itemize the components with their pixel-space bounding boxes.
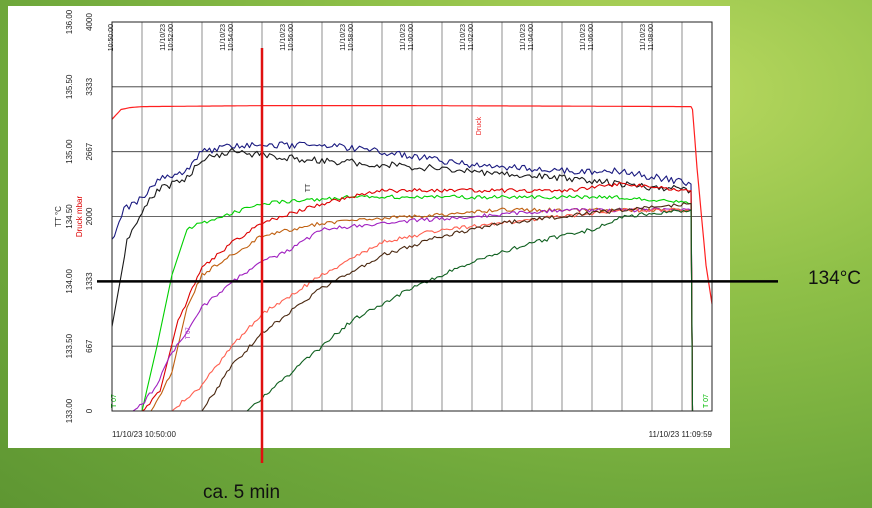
pressure-tick-label: 2667 [85, 142, 94, 160]
temp-tick-label: 136.00 [65, 9, 74, 34]
axes: 133.00 0 133.50 667 134.00 1333 134.50 2000 135.… [54, 9, 713, 439]
x-tick-time: 11:04:00 [528, 24, 535, 51]
x-tick-date: 11/10/23 [520, 24, 527, 51]
series-line-1 [111, 104, 713, 305]
x-tick-date: 11/10/23 [580, 24, 587, 51]
x-tick-date: 11/10/23 [340, 24, 347, 51]
x-tick-time: 10:54:00 [228, 24, 235, 51]
x-tick-date: 11/10/23 [400, 24, 407, 51]
x-tick-label: 11/10/23 10:54:00 [220, 24, 235, 51]
x-tick-label: 10:50:00 [108, 24, 115, 51]
x-tick-time: 11:00:00 [408, 24, 415, 51]
x-tick-time: 10:56:00 [288, 24, 295, 51]
grid [112, 22, 712, 411]
horizontal-callout-label: 134°C [808, 268, 862, 289]
x-tick-time: 11:02:00 [468, 24, 475, 51]
pressure-tick-label: 4000 [85, 13, 94, 31]
series-line-8 [171, 207, 694, 412]
temp-tick-label: 135.00 [65, 139, 74, 164]
temp-tick-label: 134.50 [65, 204, 74, 229]
series-tag-tt: TT [305, 183, 312, 192]
x-tick-label: 11/10/23 11:06:00 [580, 24, 595, 51]
x-start-label: 11/10/23 10:50:00 [112, 430, 176, 439]
x-tick-time: 11:06:00 [588, 24, 595, 51]
plot-frame [111, 21, 713, 412]
x-tick-label: 11/10/23 10:58:00 [340, 24, 355, 51]
x-tick-label: 11/10/23 11:08:00 [640, 24, 655, 51]
chart-panel [8, 6, 730, 448]
x-tick-time: 10:58:00 [348, 24, 355, 51]
x-tick-label: 11/10/23 11:00:00 [400, 24, 415, 51]
x-tick-time: 11:08:00 [648, 24, 655, 51]
series-line-6 [150, 207, 694, 412]
pressure-tick-label: 0 [85, 408, 94, 413]
series-line-10 [246, 209, 694, 412]
pressure-tick-label: 667 [85, 339, 94, 353]
x-tick-date: 11/10/23 [460, 24, 467, 51]
x-tick-label: 11/10/23 10:56:00 [280, 24, 295, 51]
series-group: Druck TT T 07 T 07 T 07 [111, 104, 713, 412]
pressure-tick-label: 2000 [85, 207, 94, 225]
series-line-9 [201, 202, 694, 412]
pressure-tick-label: 3333 [85, 77, 94, 95]
x-tick-time: 10:52:00 [168, 24, 175, 51]
temp-tick-label: 133.00 [65, 398, 74, 423]
series-tag-t07-mid: T 07 [186, 327, 192, 340]
series-line-2 [111, 141, 694, 412]
x-tick-date: 11/10/23 [640, 24, 647, 51]
x-tick-date: 11/10/23 [160, 24, 167, 51]
temp-axis-title: TT °C [54, 206, 63, 227]
x-tick-label: 11/10/23 10:52:00 [160, 24, 175, 51]
series-line-4 [141, 194, 700, 412]
callouts [97, 48, 778, 463]
x-tick-label: 11/10/23 11:02:00 [460, 24, 475, 51]
series-line-3 [111, 147, 694, 412]
x-end-label: 11/10/23 11:09:59 [649, 430, 713, 439]
x-tick-label: 11/10/23 11:04:00 [520, 24, 535, 51]
temp-tick-label: 134.00 [65, 269, 74, 294]
x-tick-time: 10:50:00 [108, 24, 115, 51]
series-tag-t07-right: T 07 [703, 394, 710, 408]
x-tick-date: 11/10/23 [280, 24, 287, 51]
x-tick-date: 11/10/23 [220, 24, 227, 51]
series-line-5 [141, 181, 694, 412]
series-tag-druck: Druck [476, 116, 483, 135]
temp-tick-label: 133.50 [65, 333, 74, 358]
series-tag-t07-left: T 07 [111, 394, 118, 408]
vertical-callout-label: ca. 5 min [203, 482, 281, 503]
temp-tick-label: 135.50 [65, 74, 74, 99]
series-line-7 [132, 207, 694, 412]
pressure-axis-title: Druck mbar [75, 195, 84, 237]
pressure-tick-label: 1333 [85, 272, 94, 290]
